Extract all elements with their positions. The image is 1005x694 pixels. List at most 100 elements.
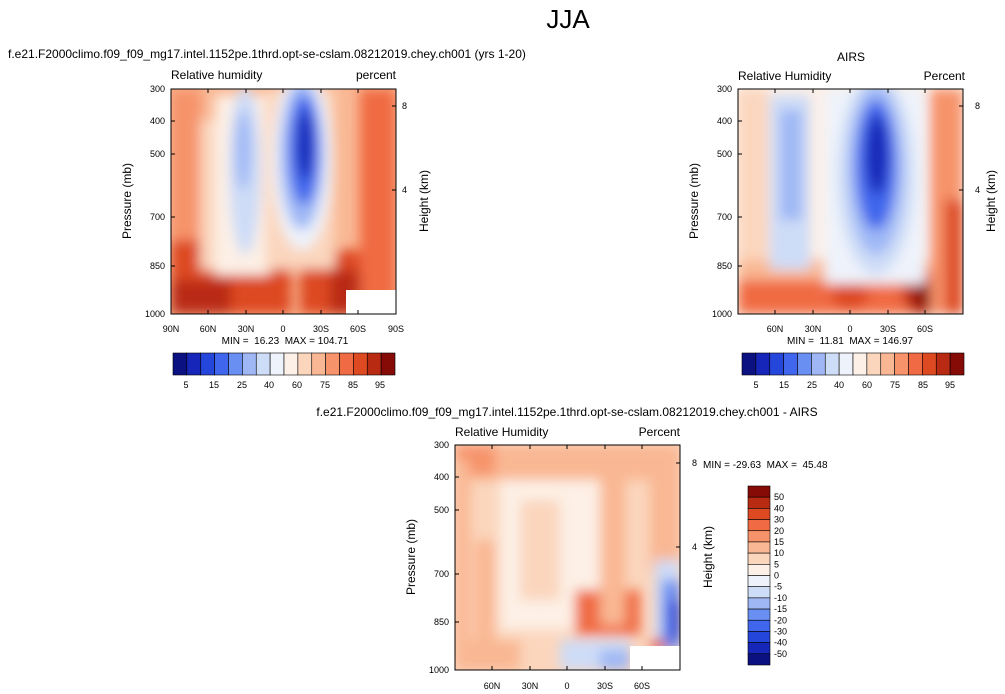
colorbar-swatch <box>269 352 285 376</box>
colorbar-label: 85 <box>918 380 928 390</box>
y-tick-label: 500 <box>150 149 165 159</box>
panel-right-label: Percent <box>639 425 681 439</box>
colorbar-label: 50 <box>774 492 784 502</box>
colorbar-swatch <box>747 541 771 554</box>
y-axis-right-label: Height (km) <box>701 526 715 588</box>
colorbar-swatch <box>747 575 771 587</box>
colorbar-label: 60 <box>862 380 872 390</box>
colorbar-swatch <box>242 352 257 376</box>
colorbar-swatch <box>747 619 771 632</box>
y-ticks: 300 400 500 700 850 1000 <box>712 84 742 319</box>
colorbar-label: 60 <box>292 380 302 390</box>
colorbar-swatch <box>311 352 326 376</box>
colorbar-label: 5 <box>753 380 758 390</box>
y-tick-right-label: 4 <box>975 185 980 195</box>
colorbar-swatch <box>747 485 771 498</box>
colorbar-swatch <box>747 564 771 576</box>
colorbar-label: -10 <box>774 593 787 603</box>
y-tick-label: 400 <box>150 116 165 126</box>
x-ticks: 60N 30N 0 30S 60S <box>767 89 933 334</box>
y-axis-label: Pressure (mb) <box>404 519 418 595</box>
colorbar-label: -5 <box>774 582 782 592</box>
colorbar-swatch <box>747 642 771 655</box>
colorbar-swatch <box>741 352 757 376</box>
colorbar-swatch <box>297 352 313 376</box>
colorbar-label: 20 <box>774 526 784 536</box>
y-tick-right-label: 4 <box>402 185 407 195</box>
colorbar-swatch <box>200 352 215 376</box>
x-tick-label: 0 <box>280 324 285 334</box>
y-ticks-right: 8 4 <box>676 458 697 552</box>
panel-title: f.e21.F2000climo.f09_f09_mg17.intel.1152… <box>8 47 526 61</box>
colorbar-swatch <box>747 530 771 543</box>
colorbar-swatch <box>908 352 923 376</box>
y-tick-label: 700 <box>717 212 732 222</box>
colorbar <box>172 352 396 376</box>
x-tick-label: 30N <box>522 681 539 691</box>
colorbar-label: 15 <box>774 537 784 547</box>
colorbar-swatch <box>339 352 354 376</box>
y-ticks: 300 400 500 700 850 1000 <box>145 84 175 319</box>
y-tick-label: 400 <box>717 116 732 126</box>
y-axis-right-label: Height (km) <box>417 170 431 232</box>
colorbar-label: 0 <box>774 571 779 581</box>
colorbar-swatch <box>747 653 771 666</box>
y-tick-label: 1000 <box>145 309 165 319</box>
y-tick-right-label: 4 <box>692 542 697 552</box>
panel-title: AIRS <box>837 50 865 64</box>
colorbar-label: -40 <box>774 638 787 648</box>
x-ticks: 90N 60N 30N 0 30S 60S 90S <box>163 89 404 334</box>
colorbar-label: 95 <box>375 380 385 390</box>
min-max-stats: MIN = 16.23 MAX = 104.71 <box>222 336 349 347</box>
x-tick-label: 30N <box>238 324 255 334</box>
colorbar-swatch <box>228 352 243 376</box>
colorbar-swatch <box>366 352 382 376</box>
colorbar-label: 75 <box>320 380 330 390</box>
colorbar <box>741 352 965 376</box>
colorbar-swatch <box>255 352 271 376</box>
colorbar-label: 5 <box>774 559 779 569</box>
y-axis-label: Pressure (mb) <box>120 163 134 239</box>
y-tick-label: 700 <box>150 212 165 222</box>
y-ticks: 300 400 500 700 850 1000 <box>429 440 459 675</box>
y-ticks-right: 8 4 <box>959 101 980 195</box>
min-max-stats: MIN = 11.81 MAX = 146.97 <box>787 336 913 347</box>
page-title: JJA <box>546 4 590 34</box>
colorbar-label: -15 <box>774 604 787 614</box>
y-ticks-right: 8 4 <box>392 101 407 195</box>
colorbar-swatch <box>852 352 868 376</box>
colorbar-label: 15 <box>779 380 789 390</box>
panel-left-label: Relative Humidity <box>455 425 548 439</box>
colorbar-swatch <box>747 496 771 509</box>
y-tick-right-label: 8 <box>402 101 407 111</box>
colorbar-swatch <box>922 352 937 376</box>
y-tick-label: 400 <box>434 472 449 482</box>
colorbar-label: -20 <box>774 615 787 625</box>
colorbar-label: 40 <box>774 503 784 513</box>
y-tick-label: 300 <box>434 440 449 450</box>
y-tick-label: 500 <box>434 505 449 515</box>
colorbar-label: 40 <box>264 380 274 390</box>
x-tick-label: 30S <box>313 324 329 334</box>
y-tick-label: 850 <box>434 617 449 627</box>
colorbar-label: 95 <box>945 380 955 390</box>
colorbar-swatch <box>747 552 771 565</box>
colorbar-label: 5 <box>183 380 188 390</box>
y-tick-label: 850 <box>717 261 732 271</box>
x-tick-label: 90N <box>163 324 180 334</box>
y-tick-label: 300 <box>717 84 732 94</box>
x-tick-label: 60S <box>917 324 933 334</box>
contour-field <box>171 89 396 314</box>
colorbar-swatch <box>172 352 188 376</box>
colorbar-label: 30 <box>774 515 784 525</box>
panel-airs: AIRS Relative Humidity Percent <box>687 50 998 390</box>
colorbar-swatch <box>747 597 771 610</box>
colorbar-swatch <box>380 352 396 376</box>
y-tick-label: 700 <box>434 569 449 579</box>
colorbar-swatch <box>755 352 771 376</box>
colorbar <box>747 485 771 666</box>
colorbar-swatch <box>880 352 895 376</box>
y-tick-label: 1000 <box>429 665 449 675</box>
